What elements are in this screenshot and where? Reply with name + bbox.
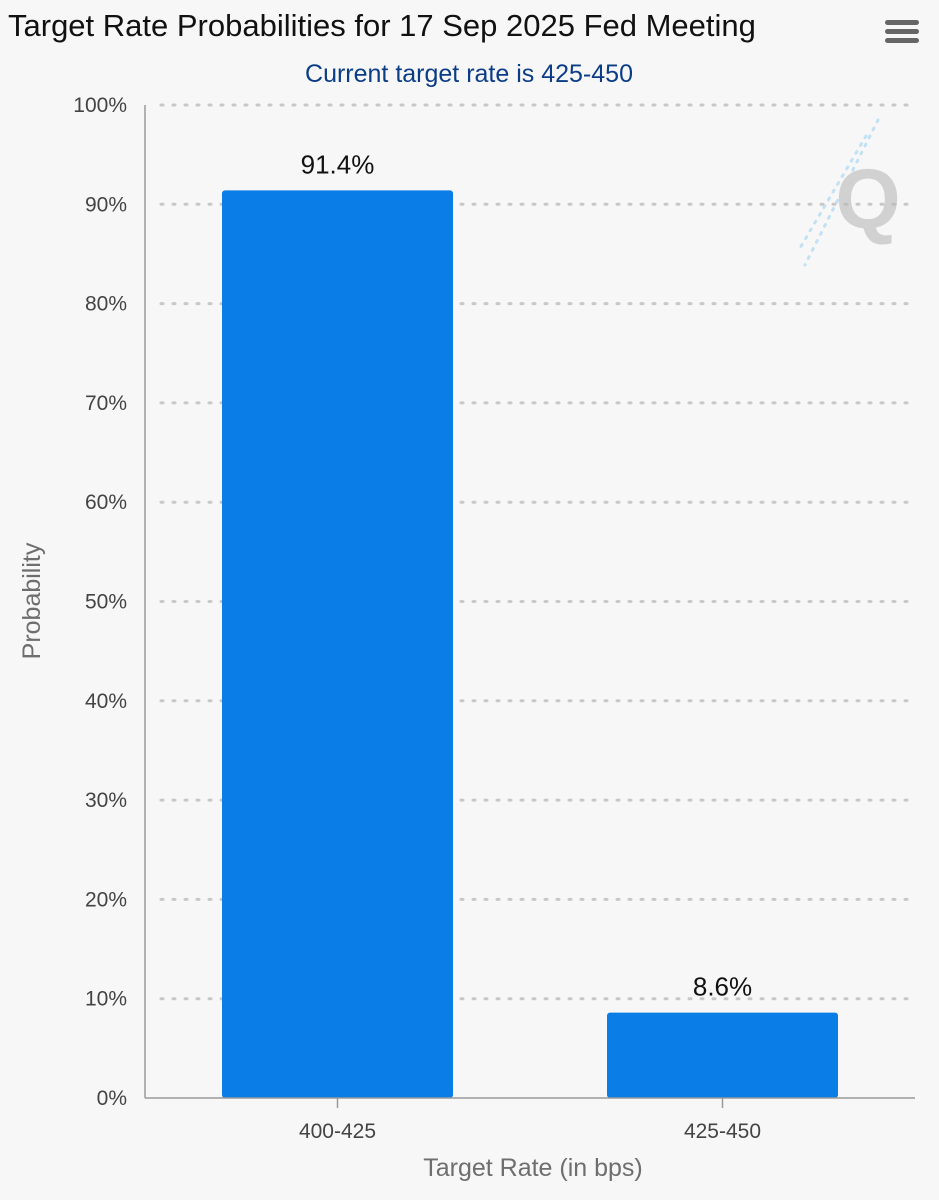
bar[interactable] [607,1012,838,1098]
x-axis-title: Target Rate (in bps) [423,1154,643,1182]
chart-title: Target Rate Probabilities for 17 Sep 202… [8,8,756,43]
chart-subtitle: Current target rate is 425-450 [305,60,633,88]
y-tick-label: 30% [85,789,127,812]
y-tick-label: 90% [85,193,127,216]
y-tick-label: 0% [97,1087,127,1110]
bar[interactable] [222,190,453,1098]
y-tick-label: 100% [73,94,127,117]
y-axis-ticks: 0% 10% 20% 30% 40% 50% 60% 70% 80% 90% 100% [73,94,127,1110]
svg-text:Q: Q [835,152,900,246]
data-label: 8.6% [693,972,752,1002]
y-tick-label: 70% [85,392,127,415]
y-axis-title: Probability [18,542,46,659]
y-tick-label: 60% [85,491,127,514]
data-label: 91.4% [301,149,375,179]
y-tick-label: 40% [85,690,127,713]
x-tick-label: 400-425 [299,1120,376,1143]
y-tick-label: 80% [85,293,127,316]
x-axis-ticks: 400-425 425-450 [299,1098,761,1143]
hamburger-menu-icon[interactable] [878,12,924,52]
y-tick-label: 50% [85,591,127,614]
x-tick-label: 425-450 [684,1120,761,1143]
bars: 91.4% 8.6% [222,149,838,1098]
y-tick-label: 20% [85,888,127,911]
y-tick-label: 10% [85,988,127,1011]
q-logo-icon: Q [798,118,901,267]
